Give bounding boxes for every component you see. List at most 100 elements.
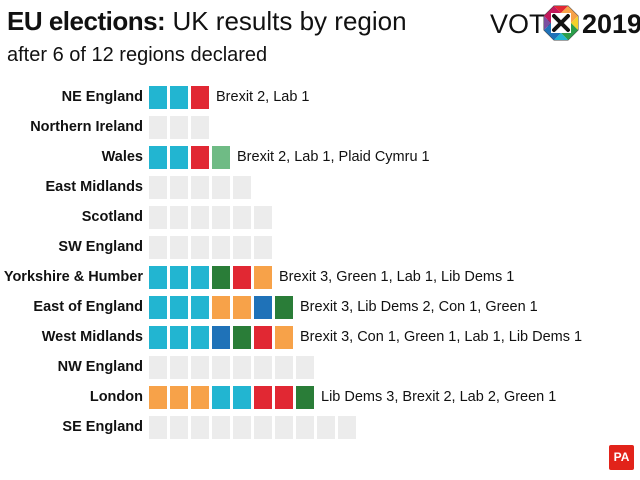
seat-undeclared [317, 416, 335, 439]
seat-undeclared [254, 356, 272, 379]
seat-brexit [149, 86, 167, 109]
seat-brexit [170, 296, 188, 319]
seat-undeclared [296, 356, 314, 379]
region-label: Northern Ireland [30, 119, 143, 135]
region-label: London [89, 389, 143, 405]
seat-undeclared [338, 416, 356, 439]
seat-undeclared [170, 206, 188, 229]
seat-brexit [170, 146, 188, 169]
region-label: East of England [33, 299, 143, 315]
result-label: Brexit 3, Lib Dems 2, Con 1, Green 1 [300, 299, 538, 315]
seat-undeclared [275, 416, 293, 439]
region-label: NE England [61, 89, 143, 105]
region-label: West Midlands [41, 329, 143, 345]
seat-undeclared [170, 116, 188, 139]
seat-undeclared [170, 416, 188, 439]
seat-brexit [170, 266, 188, 289]
seat-brexit [233, 386, 251, 409]
seat-undeclared [254, 416, 272, 439]
seat-brexit [212, 386, 230, 409]
logo-year-text: 2019 [582, 9, 640, 39]
result-label: Brexit 2, Lab 1, Plaid Cymru 1 [237, 149, 430, 165]
seat-lab [191, 146, 209, 169]
seat-brexit [191, 326, 209, 349]
seat-undeclared [149, 206, 167, 229]
title-bold: EU elections: [7, 6, 166, 36]
vote-2019-logo: VOTE 2019 [486, 5, 640, 41]
seat-undeclared [149, 356, 167, 379]
seat-undeclared [212, 416, 230, 439]
result-label: Lib Dems 3, Brexit 2, Lab 2, Green 1 [321, 389, 557, 405]
region-label: Scotland [81, 209, 143, 225]
seat-undeclared [212, 206, 230, 229]
seat-lab [233, 266, 251, 289]
seat-undeclared [212, 236, 230, 259]
seat-lab [191, 86, 209, 109]
seat-undeclared [191, 116, 209, 139]
region-label: Yorkshire & Humber [3, 269, 143, 285]
region-label: East Midlands [45, 179, 144, 195]
seat-brexit [149, 146, 167, 169]
seat-undeclared [191, 206, 209, 229]
chart-title: EU elections: UK results by region [7, 6, 407, 36]
seat-brexit [170, 86, 188, 109]
result-label: Brexit 3, Con 1, Green 1, Lab 1, Lib Dem… [300, 329, 583, 345]
region-label: Wales [101, 149, 143, 165]
seat-brexit [149, 326, 167, 349]
seat-green [275, 296, 293, 319]
seat-brexit [191, 266, 209, 289]
seat-brexit [170, 326, 188, 349]
seat-undeclared [191, 236, 209, 259]
seat-undeclared [212, 356, 230, 379]
pa-credit-logo: PA [609, 445, 634, 470]
seat-lab [275, 386, 293, 409]
seat-lib-dems [149, 386, 167, 409]
seat-undeclared [149, 416, 167, 439]
seat-green [296, 386, 314, 409]
seat-undeclared [212, 176, 230, 199]
seat-green [212, 266, 230, 289]
seat-plaid-cymru [212, 146, 230, 169]
seat-con [254, 296, 272, 319]
seat-undeclared [149, 116, 167, 139]
ballot-x-icon [543, 5, 579, 41]
region-label: NW England [57, 359, 143, 375]
seat-undeclared [191, 356, 209, 379]
seat-undeclared [233, 236, 251, 259]
seat-lib-dems [275, 326, 293, 349]
seat-lib-dems [233, 296, 251, 319]
seat-undeclared [170, 356, 188, 379]
seat-green [233, 326, 251, 349]
seat-lab [254, 386, 272, 409]
seat-undeclared [254, 236, 272, 259]
seat-brexit [149, 266, 167, 289]
seat-lib-dems [212, 296, 230, 319]
region-label: SE England [62, 419, 143, 435]
seat-lib-dems [191, 386, 209, 409]
seat-brexit [149, 296, 167, 319]
region-label: SW England [58, 239, 143, 255]
seat-lab [254, 326, 272, 349]
result-label: Brexit 3, Green 1, Lab 1, Lib Dems 1 [279, 269, 515, 285]
result-label: Brexit 2, Lab 1 [216, 89, 310, 105]
seat-undeclared [296, 416, 314, 439]
seat-undeclared [149, 236, 167, 259]
seat-brexit [191, 296, 209, 319]
seat-undeclared [233, 206, 251, 229]
seat-undeclared [233, 416, 251, 439]
seat-undeclared [170, 236, 188, 259]
seat-undeclared [170, 176, 188, 199]
seat-con [212, 326, 230, 349]
chart-subtitle: after 6 of 12 regions declared [7, 44, 268, 66]
seat-undeclared [233, 176, 251, 199]
title-rest: UK results by region [172, 6, 407, 36]
seat-undeclared [275, 356, 293, 379]
seat-undeclared [149, 176, 167, 199]
seat-undeclared [254, 206, 272, 229]
seat-undeclared [191, 176, 209, 199]
seat-lib-dems [254, 266, 272, 289]
seat-undeclared [233, 356, 251, 379]
seat-undeclared [191, 416, 209, 439]
seat-lib-dems [170, 386, 188, 409]
